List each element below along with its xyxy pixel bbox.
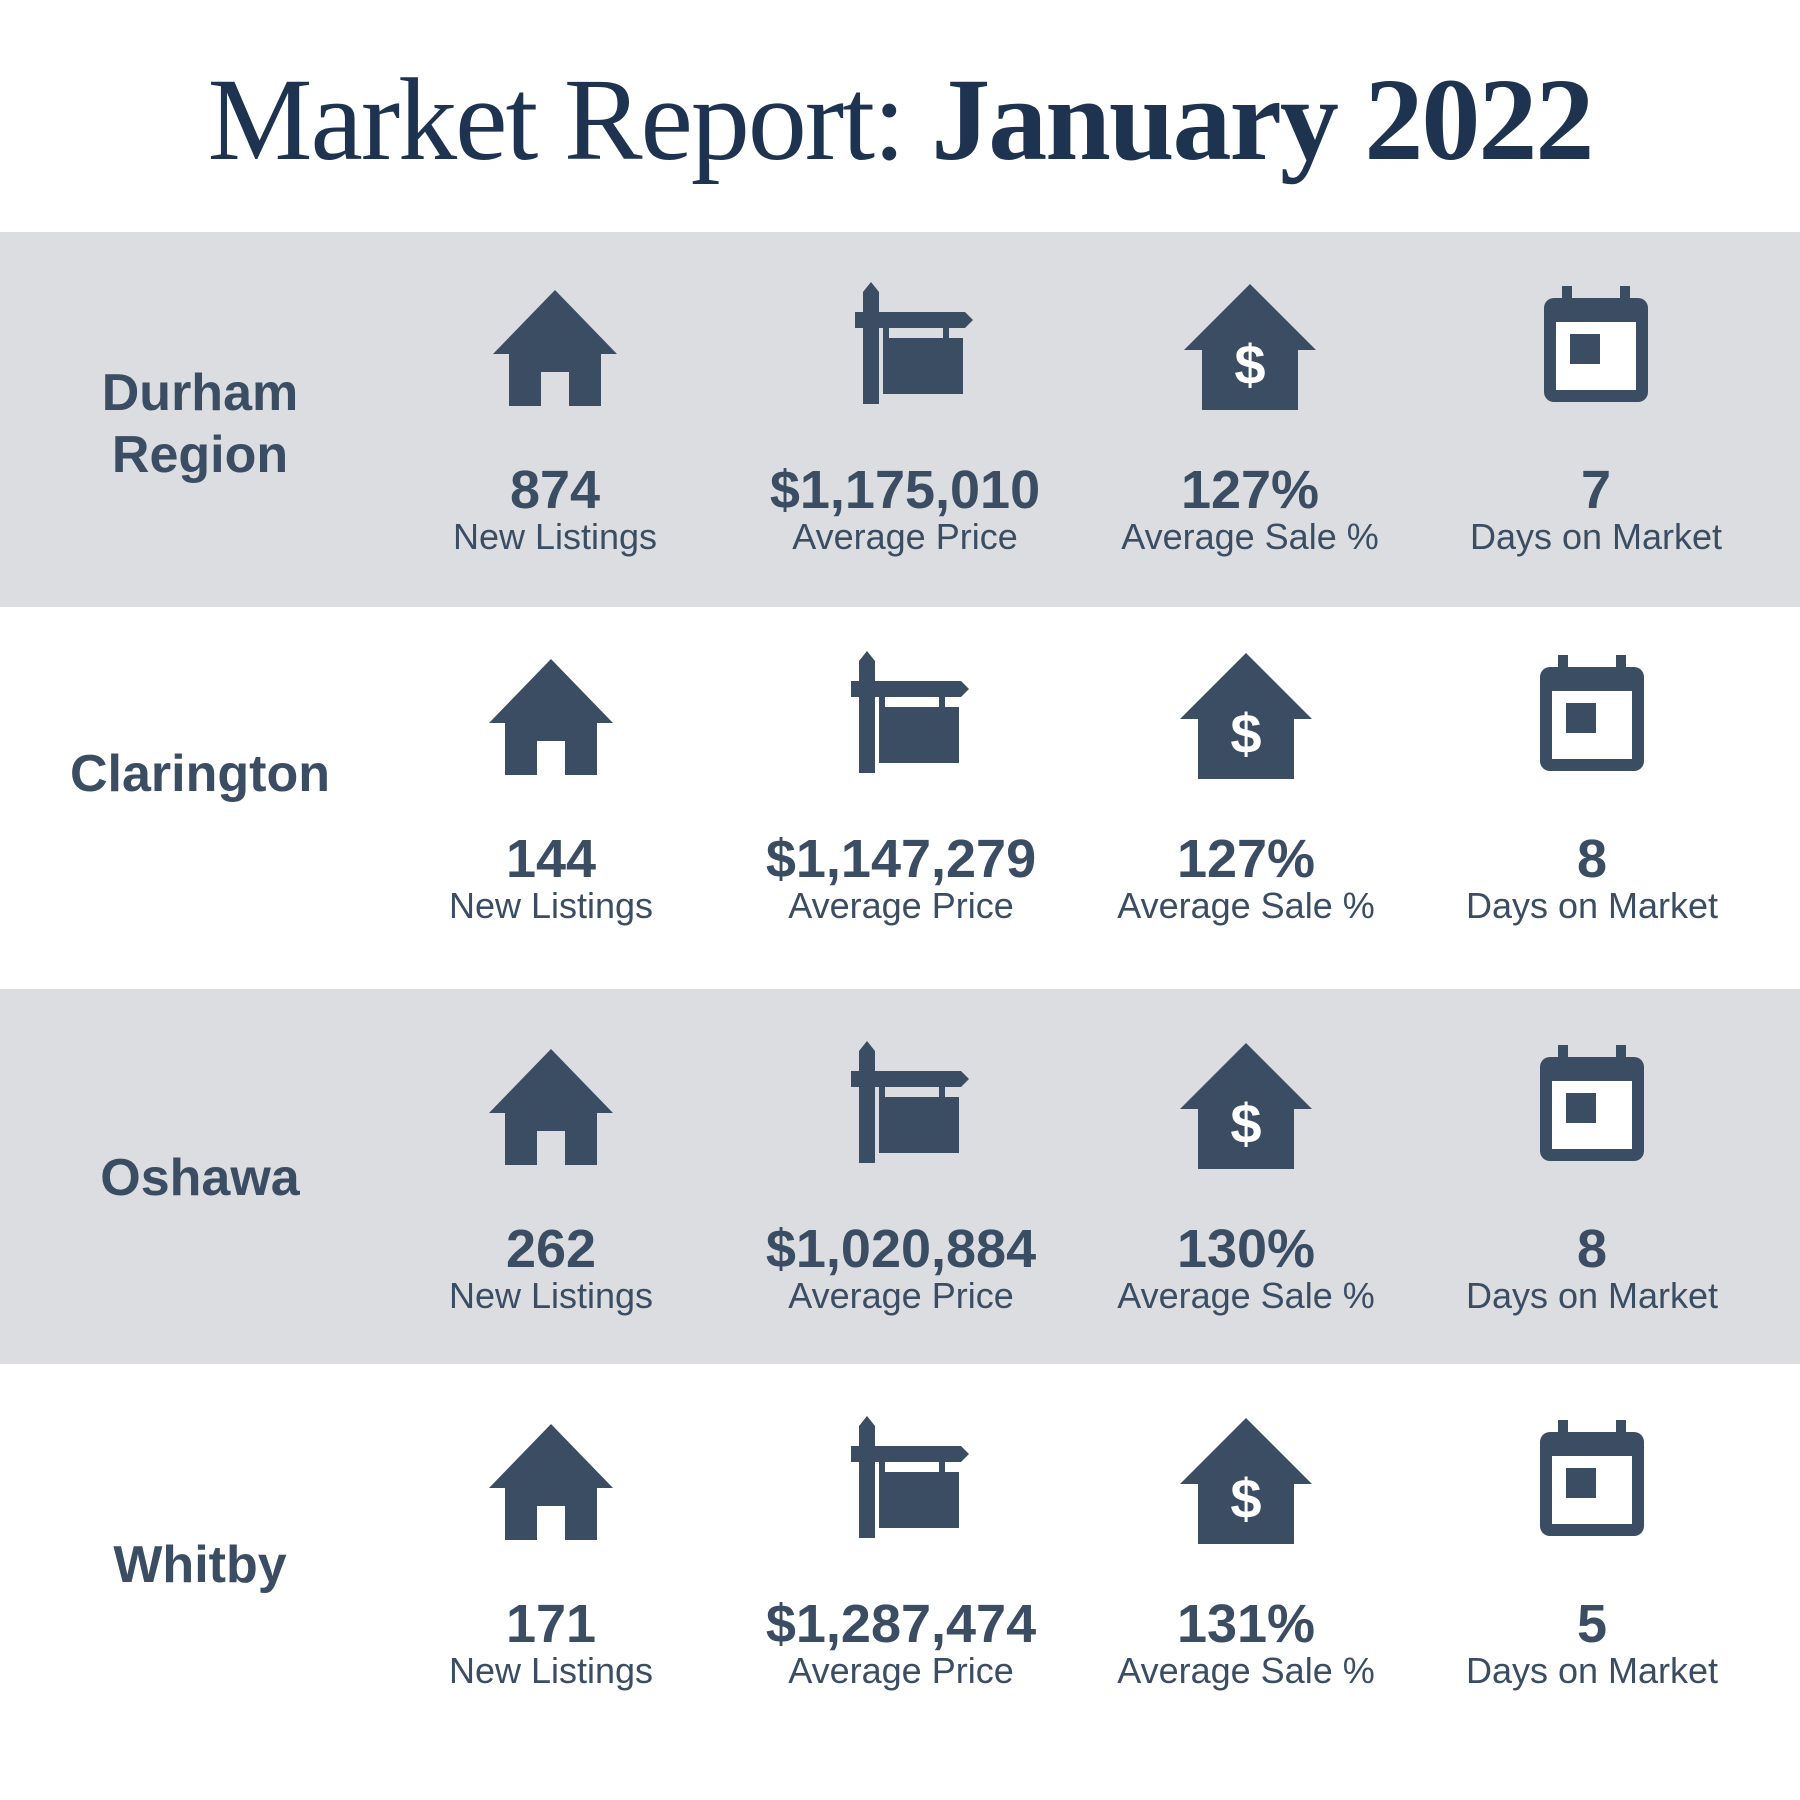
region-name-line1: Whitby <box>113 1536 287 1594</box>
house-dollar-icon <box>1176 641 1316 781</box>
house-dollar-icon <box>1180 272 1320 412</box>
stat-label: Days on Market <box>1465 1275 1719 1316</box>
stat-value: 874 <box>509 460 601 520</box>
house-icon <box>485 272 625 412</box>
region-row-clarington: Clarington 144 New Listings $1,147,279 A… <box>0 607 1800 989</box>
region-name-line1: Clarington <box>70 745 330 803</box>
for-sale-sign-icon <box>831 1406 971 1546</box>
stat-value: 127% <box>1176 829 1316 889</box>
region-name: Oshawa <box>0 1147 400 1209</box>
house-icon <box>481 1031 621 1171</box>
region-name: Durham Region <box>0 362 400 486</box>
house-icon <box>481 641 621 781</box>
stat-label: New Listings <box>448 885 654 926</box>
region-row-oshawa: Oshawa 262 New Listings $1,020,884 Avera… <box>0 989 1800 1364</box>
stat-label: Average Sale % <box>1121 516 1379 557</box>
region-name-line1: Oshawa <box>100 1149 300 1207</box>
region-name: Clarington <box>0 743 400 805</box>
stat-label: Average Sale % <box>1117 1275 1375 1316</box>
house-dollar-icon <box>1176 1406 1316 1546</box>
stat-value: 171 <box>505 1594 597 1654</box>
stat-value: $1,147,279 <box>765 829 1037 889</box>
stat-value: 8 <box>1576 1219 1608 1279</box>
title-month: January 2022 <box>931 54 1594 185</box>
region-row-whitby: Whitby 171 New Listings $1,287,474 Avera… <box>0 1364 1800 1800</box>
calendar-icon <box>1522 641 1662 781</box>
stat-label: Days on Market <box>1465 1650 1719 1691</box>
calendar-icon <box>1522 1406 1662 1546</box>
for-sale-sign-icon <box>831 1031 971 1171</box>
stat-label: New Listings <box>448 1650 654 1691</box>
house-dollar-icon <box>1176 1031 1316 1171</box>
for-sale-sign-icon <box>831 641 971 781</box>
region-name-line2: Region <box>111 426 289 484</box>
stat-label: Average Price <box>792 516 1018 557</box>
header: Market Report: January 2022 <box>0 0 1800 232</box>
stat-value: 7 <box>1580 460 1612 520</box>
stat-value: 262 <box>505 1219 597 1279</box>
stat-label: Average Sale % <box>1117 885 1375 926</box>
stat-value: $1,175,010 <box>769 460 1041 520</box>
region-name: Whitby <box>0 1534 400 1596</box>
stat-value: 127% <box>1180 460 1320 520</box>
stat-value: 130% <box>1176 1219 1316 1279</box>
stat-value: 131% <box>1176 1594 1316 1654</box>
title-prefix: Market Report: <box>207 54 906 185</box>
stat-label: Average Price <box>788 1650 1014 1691</box>
stat-label: Average Price <box>788 885 1014 926</box>
stat-value: 8 <box>1576 829 1608 889</box>
stat-label: Days on Market <box>1469 516 1723 557</box>
stat-value: $1,020,884 <box>765 1219 1037 1279</box>
stat-label: Average Price <box>788 1275 1014 1316</box>
region-name-line1: Durham <box>101 364 299 422</box>
house-icon <box>481 1406 621 1546</box>
calendar-icon <box>1522 1031 1662 1171</box>
for-sale-sign-icon <box>835 272 975 412</box>
region-row-durham: Durham Region 874 New Listings $1,175,01… <box>0 232 1800 607</box>
stat-label: New Listings <box>448 1275 654 1316</box>
page-title: Market Report: January 2022 <box>0 0 1800 190</box>
stat-value: $1,287,474 <box>765 1594 1037 1654</box>
stat-label: New Listings <box>452 516 658 557</box>
stat-label: Average Sale % <box>1117 1650 1375 1691</box>
stat-label: Days on Market <box>1465 885 1719 926</box>
stat-value: 144 <box>505 829 597 889</box>
stat-value: 5 <box>1576 1594 1608 1654</box>
calendar-icon <box>1526 272 1666 412</box>
